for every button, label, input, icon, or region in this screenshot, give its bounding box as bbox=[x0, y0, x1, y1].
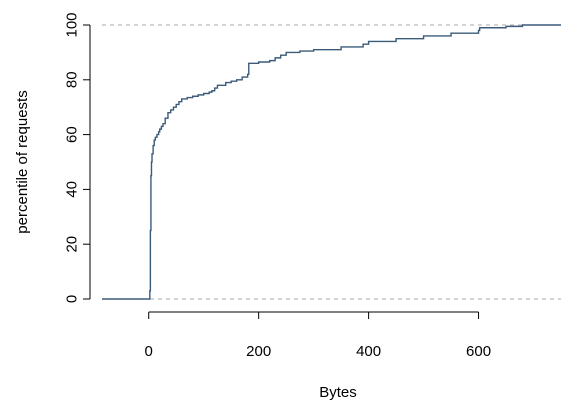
y-tick-label: 20 bbox=[64, 236, 81, 253]
y-axis-title: percentile of requests bbox=[14, 90, 31, 233]
cdf-line bbox=[102, 24, 561, 300]
y-tick-label: 100 bbox=[64, 12, 81, 37]
reference-lines bbox=[102, 24, 561, 300]
x-axis-title: Bytes bbox=[319, 384, 357, 401]
y-tick-label: 40 bbox=[64, 181, 81, 198]
axes: 0 200 400 600 0 20 40 60 80 100 bbox=[64, 12, 492, 360]
y-tick-label: 60 bbox=[64, 126, 81, 143]
x-tick-label: 400 bbox=[356, 343, 381, 360]
x-tick-label: 600 bbox=[466, 343, 491, 360]
y-tick-label: 80 bbox=[64, 71, 81, 88]
y-tick-label: 0 bbox=[64, 295, 81, 303]
x-tick-label: 200 bbox=[246, 343, 271, 360]
x-tick-label: 0 bbox=[145, 343, 153, 360]
series-layer bbox=[102, 24, 561, 300]
